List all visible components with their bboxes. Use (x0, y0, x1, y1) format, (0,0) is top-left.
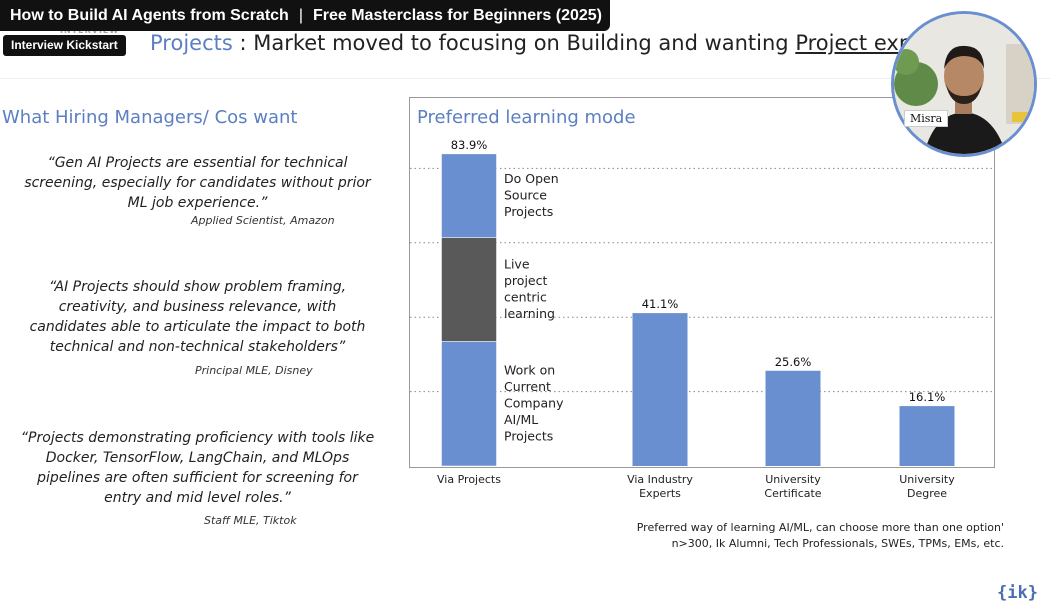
category-label-4: University Degree (899, 473, 955, 500)
quote-1: “Gen AI Projects are essential for techn… (24, 155, 371, 211)
header-keyword: Projects (150, 31, 233, 55)
footnote-line-2: n>300, Ik Alumni, Tech Professionals, SW… (671, 537, 1004, 550)
quote-3: “Projects demonstrating proficiency with… (20, 430, 375, 506)
quote-2: “AI Projects should show problem framing… (29, 279, 366, 355)
ik-logo: {ik} (997, 583, 1038, 603)
video-title-bar[interactable]: How to Build AI Agents from Scratch | Fr… (0, 0, 610, 31)
presenter-name-tag: Misra (904, 110, 949, 127)
title-separator: | (298, 6, 303, 24)
chart-frame (409, 97, 995, 468)
bar-segment-1 (441, 341, 497, 467)
quote-3-attribution: Staff MLE, Tiktok (204, 514, 297, 527)
channel-badge[interactable]: Interview Kickstart (3, 35, 126, 56)
video-title: How to Build AI Agents from Scratch (10, 6, 289, 24)
category-label-1: Via Projects (437, 473, 501, 486)
slide-header: Projects : Market moved to focusing on B… (150, 31, 912, 55)
value-label-4: 16.1% (909, 390, 946, 404)
quote-1-attribution: Applied Scientist, Amazon (191, 214, 335, 227)
segment-label-2: Live project centric learning (504, 257, 555, 322)
category-label-3: University Certificate (764, 473, 821, 500)
category-label-2: Via Industry Experts (627, 473, 693, 500)
header-divider (0, 78, 1050, 79)
header-middle: : Market moved to focusing on Building a… (232, 31, 796, 55)
left-heading: What Hiring Managers/ Cos want (2, 107, 298, 128)
bar-segment-2 (441, 237, 497, 342)
segment-label-3: Do Open Source Projects (504, 171, 559, 219)
value-label-3: 25.6% (775, 355, 812, 369)
quote-2-attribution: Principal MLE, Disney (195, 364, 313, 377)
bar-3 (765, 370, 821, 466)
bar-4 (899, 406, 955, 466)
segment-label-1: Work on Current Company AI/ML Projects (504, 363, 564, 444)
bar-segment-3 (441, 153, 497, 238)
presenter-video (894, 14, 1034, 154)
chart-title: Preferred learning mode (417, 107, 636, 128)
webcam-overlay (891, 11, 1037, 157)
value-label-2: 41.1% (642, 297, 679, 311)
footnote-line-1: Preferred way of learning AI/ML, can cho… (636, 521, 1004, 534)
video-subtitle: Free Masterclass for Beginners (2025) (312, 6, 602, 24)
value-label-1: 83.9% (451, 138, 488, 152)
bar-2 (632, 313, 688, 466)
header-underlined: Project exp (795, 31, 913, 55)
chart-footnote: Preferred way of learning AI/ML, can cho… (637, 520, 1004, 552)
